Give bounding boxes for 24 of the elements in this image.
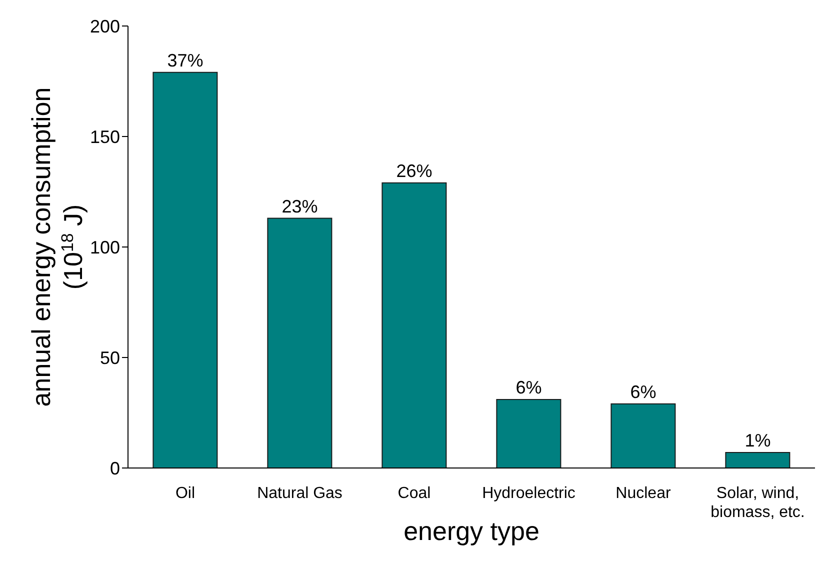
y-tick-label: 100 [90,237,120,258]
bar [152,72,218,468]
bar [267,218,332,468]
x-tick-label: Solar, wind, biomass, etc. [710,485,805,521]
y-tick-label: 150 [90,126,120,147]
x-tick-label: Hydroelectric [482,485,576,502]
y-tick-label: 200 [90,16,120,36]
annotation: 6% [630,382,656,402]
y-tick-label: 0 [110,458,120,478]
x-tick-label: Nuclear [616,485,672,502]
annotation: 26% [396,160,432,181]
bar [496,398,562,468]
y-tick-label: 50 [100,348,120,368]
annotation: 1% [744,430,771,451]
x-tick-label: Natural Gas [257,485,342,502]
x-tick-label: Coal [398,485,431,502]
annotation: 23% [282,196,318,216]
x-tick-label: Oil [175,485,196,502]
annotation: 37% [167,50,204,70]
x-axis-title: energy type [404,516,540,546]
bar [725,452,790,468]
annotation: 6% [516,377,542,398]
bar [382,182,447,468]
bar [610,403,676,468]
